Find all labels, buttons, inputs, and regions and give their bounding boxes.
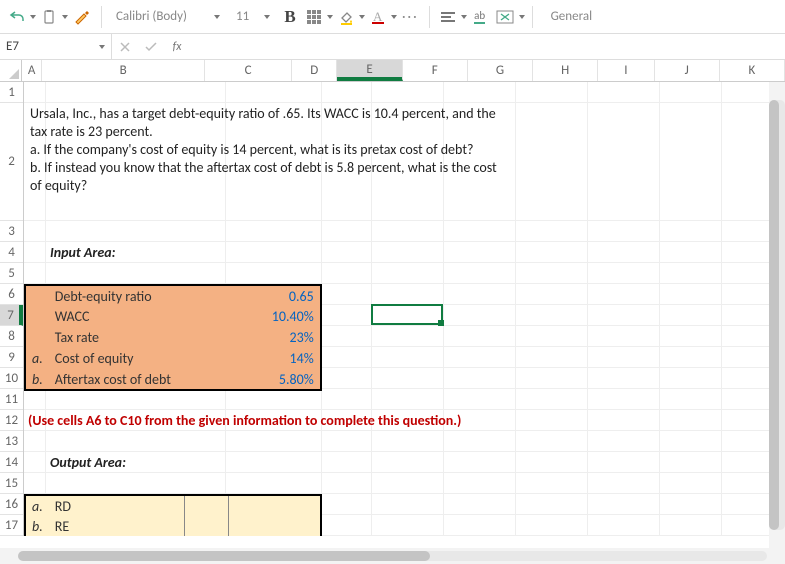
align-button[interactable]	[437, 4, 459, 30]
font-color-button[interactable]: A	[367, 4, 389, 30]
output-row-value1[interactable]	[185, 495, 229, 516]
borders-dropdown[interactable]	[327, 15, 333, 19]
formula-input[interactable]	[190, 34, 785, 59]
row-header-8[interactable]: 8	[0, 326, 23, 347]
column-header-I[interactable]: I	[598, 60, 654, 81]
instruction-note: (Use cells A6 to C10 from the given info…	[28, 412, 461, 429]
row-header-4[interactable]: 4	[0, 242, 23, 263]
input-row-value[interactable]: 14%	[229, 348, 321, 369]
enter-formula-button[interactable]	[138, 41, 164, 53]
input-row-value[interactable]: 5.80%	[229, 369, 321, 390]
column-header-D[interactable]: D	[292, 60, 337, 81]
undo-button[interactable]	[6, 4, 28, 30]
input-row-prefix	[25, 306, 49, 327]
insert-function-button[interactable]: fx	[164, 40, 190, 54]
column-header-H[interactable]: H	[533, 60, 598, 81]
column-header-A[interactable]: A	[22, 60, 42, 81]
input-row-label: Tax rate	[49, 327, 229, 348]
input-row-label: Cost of equity	[49, 348, 229, 369]
input-row-label: WACC	[49, 306, 229, 327]
output-area-heading: Output Area:	[50, 454, 126, 471]
row-headers: 1234567891011121314151617	[0, 82, 24, 536]
clipboard-button[interactable]	[38, 4, 60, 30]
undo-dropdown[interactable]	[30, 15, 36, 19]
column-header-C[interactable]: C	[205, 60, 292, 81]
vertical-scrollbar[interactable]	[769, 82, 785, 548]
formula-bar-row: E7 fx	[0, 34, 785, 60]
input-row-label: Aftertax cost of debt	[49, 369, 229, 390]
format-painter-button[interactable]	[70, 4, 94, 30]
wrap-text-button[interactable]: ab	[469, 4, 491, 30]
input-row-prefix	[25, 285, 49, 306]
output-table: a.RDb.RE	[24, 494, 322, 536]
column-header-F[interactable]: F	[403, 60, 468, 81]
font-name-label: Calibri (Body)	[116, 9, 206, 24]
input-row-value[interactable]: 10.40%	[229, 306, 321, 327]
ribbon-toolbar: Calibri (Body) 11 B A ··· ab	[0, 0, 785, 34]
output-row-value1[interactable]	[185, 516, 229, 536]
bold-button[interactable]: B	[279, 4, 301, 30]
row-header-13[interactable]: 13	[0, 431, 23, 452]
column-header-J[interactable]: J	[655, 60, 720, 81]
input-area-heading: Input Area:	[50, 244, 115, 261]
column-header-B[interactable]: B	[42, 60, 205, 81]
row-header-16[interactable]: 16	[0, 494, 23, 515]
merge-dropdown[interactable]	[519, 15, 525, 19]
row-header-17[interactable]: 17	[0, 515, 23, 536]
paste-dropdown[interactable]	[62, 15, 68, 19]
svg-text:A: A	[373, 9, 383, 24]
row-header-2[interactable]: 2	[0, 103, 23, 221]
output-row-value2[interactable]	[229, 516, 321, 536]
borders-button[interactable]	[303, 4, 325, 30]
number-format-dropdown[interactable]: General	[540, 4, 599, 30]
align-dropdown[interactable]	[461, 15, 467, 19]
row-header-6[interactable]: 6	[0, 284, 23, 305]
row-header-12[interactable]: 12	[0, 410, 23, 431]
row-header-1[interactable]: 1	[0, 82, 23, 103]
row-header-10[interactable]: 10	[0, 368, 23, 389]
cancel-formula-button[interactable]	[112, 41, 138, 53]
row-header-9[interactable]: 9	[0, 347, 23, 368]
column-header-E[interactable]: E	[337, 60, 402, 81]
fill-color-button[interactable]	[335, 4, 357, 30]
number-format-label: General	[551, 9, 592, 24]
merge-button[interactable]	[493, 4, 517, 30]
question-text: Ursala, Inc., has a target debt-equity r…	[24, 105, 504, 195]
output-row-value2[interactable]	[229, 495, 321, 516]
output-row-prefix: b.	[25, 516, 49, 536]
column-header-K[interactable]: K	[720, 60, 785, 81]
input-row-prefix	[25, 327, 49, 348]
cells-area[interactable]: Ursala, Inc., has a target debt-equity r…	[24, 82, 785, 536]
row-header-14[interactable]: 14	[0, 452, 23, 473]
row-header-3[interactable]: 3	[0, 221, 23, 242]
more-font-button[interactable]: ···	[399, 4, 422, 30]
input-table: Debt-equity ratio0.65WACC10.40%Tax rate2…	[24, 284, 322, 391]
active-cell[interactable]	[371, 304, 443, 325]
row-header-5[interactable]: 5	[0, 263, 23, 284]
fill-color-dropdown[interactable]	[359, 15, 365, 19]
output-row-label: RE	[49, 516, 185, 536]
name-box[interactable]: E7	[0, 34, 112, 59]
output-row-prefix: a.	[25, 495, 49, 516]
font-size-dropdown[interactable]: 11	[229, 4, 277, 30]
row-header-7[interactable]: 7	[0, 305, 23, 326]
column-headers: ABCDEFGHIJK	[0, 60, 785, 82]
row-header-15[interactable]: 15	[0, 473, 23, 494]
input-row-value[interactable]: 23%	[229, 327, 321, 348]
input-row-prefix: a.	[25, 348, 49, 369]
column-header-G[interactable]: G	[468, 60, 533, 81]
name-box-value: E7	[6, 39, 19, 54]
input-row-label: Debt-equity ratio	[49, 285, 229, 306]
horizontal-scrollbar[interactable]	[0, 548, 785, 564]
font-color-dropdown[interactable]	[391, 15, 397, 19]
font-name-dropdown[interactable]: Calibri (Body)	[109, 4, 227, 30]
input-row-prefix: b.	[25, 369, 49, 390]
row-header-11[interactable]: 11	[0, 389, 23, 410]
output-row-label: RD	[49, 495, 185, 516]
font-size-label: 11	[236, 9, 256, 24]
select-all-corner[interactable]	[0, 60, 22, 81]
input-row-value[interactable]: 0.65	[229, 285, 321, 306]
